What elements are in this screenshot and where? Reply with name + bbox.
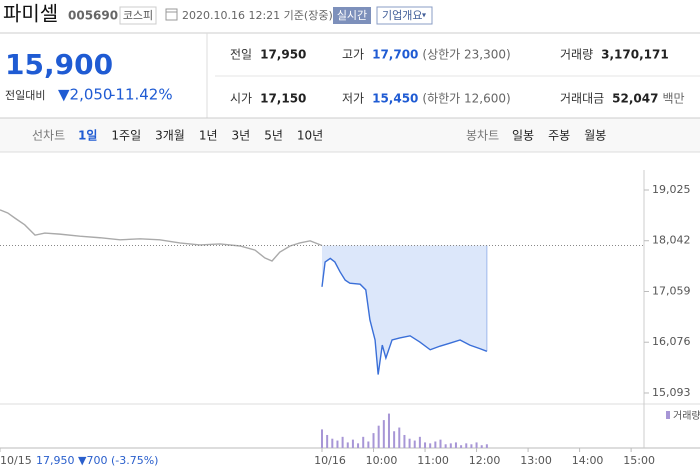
volume-bar [336,440,339,448]
x-tick-label: 13:00 [520,454,552,467]
summary-value: 15,450 [372,92,418,106]
summary-label: 전일 [230,48,252,62]
tab-label: 봉차트 [466,129,499,143]
volume-bar [367,441,370,448]
period-tab[interactable]: 3개월 [155,129,185,143]
volume-legend-swatch [666,411,670,419]
candle-tab[interactable]: 일봉 [512,129,534,143]
summary-label: 시가 [230,92,252,106]
volume-bar [465,443,468,448]
volume-bar [321,429,323,448]
summary-note: (하한가 12,600) [422,92,510,106]
summary-note: 백만 [662,92,684,106]
x-tick-label: 12:00 [469,454,501,467]
period-tab[interactable]: 5년 [264,129,283,143]
summary-note: (상한가 23,300) [422,48,510,62]
volume-bar [346,442,349,448]
stock-name: 파미셀 [3,2,58,26]
volume-bar [485,444,488,448]
volume-bar [434,441,437,448]
volume-bar [382,420,385,448]
company-button[interactable]: 기업개요 [382,9,422,22]
candle-tab[interactable]: 월봉 [584,129,606,143]
volume-bar [454,442,457,448]
summary-label: 거래대금 [560,92,604,106]
tabs: 선차트 1일 1주일 3개월 1년 3년 5년 10년 봉차트 일봉 주봉 월봉 [32,129,606,143]
volume-bar [403,434,406,448]
summary-value: 52,047 [612,92,658,106]
summary-table: 전일 17,950 고가 17,700 (상한가 23,300) 거래량 3,170,171… [230,48,685,106]
volume-bar [357,443,360,448]
volume-bar [470,444,473,448]
market-badge-box [119,6,157,25]
x-tick-label: 10:00 [366,454,398,467]
stock-code: 005690 [68,9,118,23]
volume-bar [418,436,421,448]
company-button-box[interactable] [376,6,433,25]
change-pct: -11.42% [110,86,173,104]
y-tick-label: 16,076 [652,335,691,348]
volume-bar [475,442,478,448]
summary-label: 거래량 [560,48,593,62]
volume-bar [393,431,396,448]
summary-value: 17,700 [372,48,418,62]
y-tick-label: 17,059 [652,284,691,297]
volume-bar [362,436,365,448]
volume-bar [424,442,427,448]
period-tab[interactable]: 3년 [232,129,251,143]
y-tick-label: 15,093 [652,386,691,399]
volume-bar [387,413,390,448]
candle-tab[interactable]: 주봉 [548,129,570,143]
dropdown-arrow[interactable]: ▾ [422,11,426,20]
summary-value: 3,170,171 [601,48,669,62]
market-badge: 코스피 [123,9,153,22]
volume-bar [413,440,416,448]
volume-bar [480,445,483,448]
tab-label: 선차트 [32,129,65,143]
volume-bar [444,444,447,448]
summary-value: 17,950 [260,48,306,62]
volume-bar [331,438,334,448]
summary-label: 저가 [342,92,364,106]
change: ▼2,050 [58,86,112,104]
volume-bar [408,438,411,448]
calendar-icon [165,8,178,21]
volume-bar [439,439,442,448]
volume-bar [449,443,452,448]
x-tick-label: 10/16 [314,454,346,467]
volume-bar [377,425,380,448]
realtime-button-box[interactable] [333,7,371,24]
area [322,245,487,375]
volume-bar [460,445,463,448]
y-tick-label: 18,042 [652,234,691,247]
y-tick-label: 19,025 [652,183,691,196]
volume-bar [429,443,432,448]
price-line [321,257,488,375]
prev-note: 17,950 ▼700 (-3.75%) [36,454,158,467]
x-tick-label: 15:00 [623,454,655,467]
volume-bar [398,427,401,448]
volume-bar [341,436,344,448]
period-tab[interactable]: 1년 [199,129,218,143]
price-line [0,209,323,262]
x-tick-label: 11:00 [417,454,449,467]
x-tick-label: 10/15 [0,454,32,467]
realtime-button[interactable]: 실시간 [337,9,367,22]
summary-value: 17,150 [260,92,306,106]
volume-legend: 거래량 [673,410,700,422]
period-tab[interactable]: 1주일 [111,129,141,143]
change-label: 전일대비 [5,88,45,102]
period-tab[interactable]: 1일 [78,129,97,143]
datetime: 2020.10.16 12:21 기준(장중) [182,9,333,22]
tab-bar [0,118,700,152]
volume-bar [326,434,329,448]
summary-label: 고가 [342,48,364,62]
volume-bar [351,439,354,448]
price: 15,900 [5,48,113,81]
x-tick-label: 14:00 [572,454,604,467]
period-tab[interactable]: 10년 [297,129,323,143]
volume-bar [372,433,375,448]
